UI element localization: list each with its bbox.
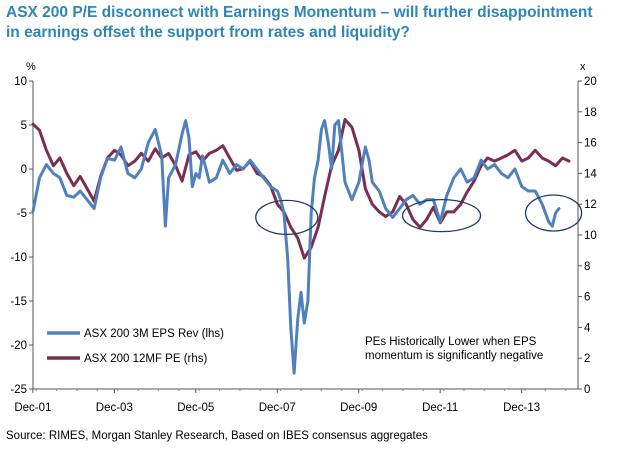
right-axis-tick-label: 0 (584, 384, 590, 396)
x-axis-tick-label: Dec-01 (14, 402, 51, 414)
x-axis-tick-label: Dec-09 (340, 402, 377, 414)
left-axis-tick-label: -15 (10, 296, 27, 308)
x-axis-tick-label: Dec-13 (503, 402, 540, 414)
annotation-line: momentum is significantly negative (365, 350, 543, 362)
right-axis-tick-label: 12 (584, 199, 597, 211)
x-axis-tick-label: Dec-07 (259, 402, 296, 414)
source-note: Source: RIMES, Morgan Stanley Research, … (6, 430, 428, 442)
x-axis-tick-label: Dec-03 (96, 402, 133, 414)
highlight-circle (255, 199, 319, 236)
left-axis-tick-label: -20 (10, 340, 27, 352)
legend-label-pe: ASX 200 12MF PE (rhs) (84, 353, 208, 365)
highlight-circle (401, 198, 482, 233)
series-line-eps-revisions (31, 119, 561, 375)
annotation-line: PEs Historically Lower when EPS (365, 336, 537, 348)
left-axis-tick-label: 0 (21, 164, 27, 176)
chart-title: ASX 200 P/E disconnect with Earnings Mom… (6, 3, 612, 43)
x-axis-tick-label: Dec-05 (177, 402, 214, 414)
right-axis-unit-label: x (580, 61, 586, 73)
left-axis-tick-label: 10 (14, 76, 27, 88)
chart-legend: ASX 200 3M EPS Rev (lhs) ASX 200 12MF PE … (47, 328, 224, 365)
right-axis-tick-label: 6 (584, 292, 590, 304)
right-axis-tick-label: 8 (584, 261, 590, 273)
highlight-circles (255, 194, 583, 236)
chart-series (31, 118, 571, 375)
highlight-circle (524, 194, 583, 232)
chart-annotation: PEs Historically Lower when EPS momentum … (365, 336, 543, 362)
chart-title-line-1: ASX 200 P/E disconnect with Earnings Mom… (6, 4, 593, 21)
series-line-pe (31, 118, 571, 260)
right-axis-tick-label: 20 (584, 76, 597, 88)
right-axis-tick-label: 18 (584, 107, 597, 119)
left-axis-tick-label: -25 (10, 384, 27, 396)
right-axis-tick-label: 14 (584, 168, 597, 180)
right-axis-tick-label: 16 (584, 138, 597, 150)
left-axis-tick-label: -10 (10, 252, 27, 264)
x-axis-tick-label: Dec-11 (422, 402, 458, 414)
chart-axes: 1050-5-10-15-20-25%20181614121086420xDec… (10, 61, 597, 414)
chart-title-line-2: in earnings offset the support from rate… (6, 24, 410, 41)
left-axis-unit-label: % (26, 61, 36, 73)
left-axis-tick-label: 5 (21, 120, 27, 132)
right-axis-tick-label: 2 (584, 353, 590, 365)
right-axis-tick-label: 10 (584, 230, 597, 242)
left-axis-tick-label: -5 (17, 208, 27, 220)
legend-label-eps-revisions: ASX 200 3M EPS Rev (lhs) (84, 328, 224, 340)
right-axis-tick-label: 4 (584, 322, 591, 334)
